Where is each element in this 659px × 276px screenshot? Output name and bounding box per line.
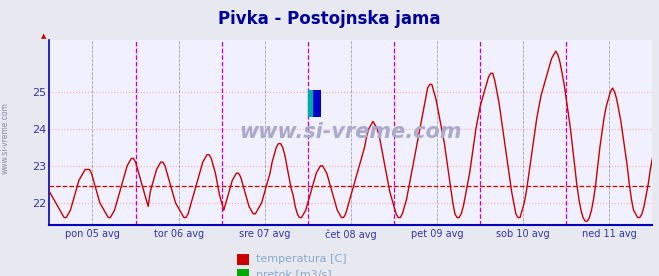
Polygon shape: [308, 90, 312, 117]
Text: www.si-vreme.com: www.si-vreme.com: [240, 123, 462, 142]
Text: Pivka - Postojnska jama: Pivka - Postojnska jama: [218, 10, 441, 28]
Text: www.si-vreme.com: www.si-vreme.com: [1, 102, 10, 174]
Text: temperatura [C]: temperatura [C]: [256, 254, 347, 264]
Text: ▲: ▲: [41, 33, 46, 39]
Polygon shape: [310, 90, 321, 117]
Text: pretok [m3/s]: pretok [m3/s]: [256, 270, 331, 276]
